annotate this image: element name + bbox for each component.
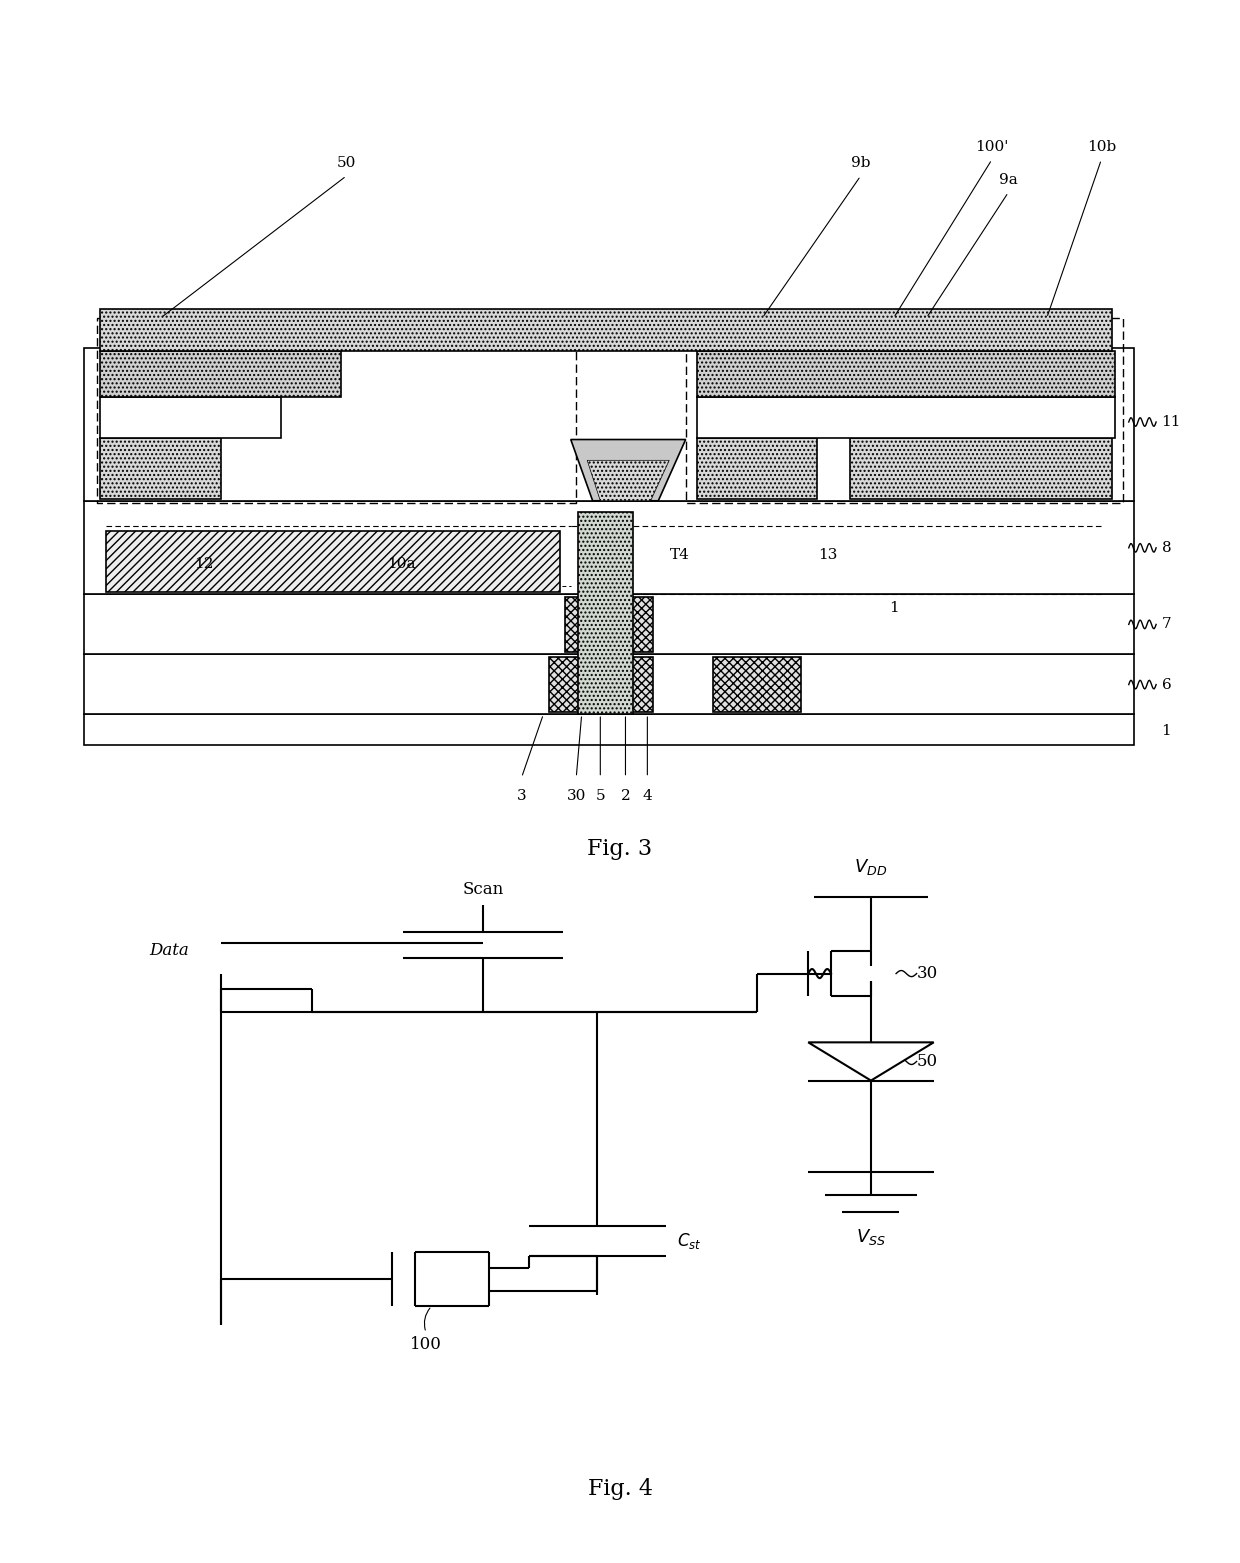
Bar [100, 397, 280, 438]
Text: 100': 100' [976, 141, 1008, 155]
Text: Fig. 3: Fig. 3 [588, 838, 652, 860]
Bar [100, 352, 341, 397]
Bar [697, 352, 1115, 397]
Text: Scan: Scan [463, 882, 503, 899]
Text: 50: 50 [337, 156, 356, 170]
Text: 5: 5 [595, 788, 605, 802]
Text: 100: 100 [410, 1336, 441, 1352]
Text: 7: 7 [1162, 617, 1172, 631]
Bar [697, 397, 1115, 438]
Bar [105, 531, 559, 592]
Bar [84, 653, 1135, 714]
Text: $V_{DD}$: $V_{DD}$ [854, 857, 888, 877]
Text: 6: 6 [1162, 678, 1172, 691]
Text: 8: 8 [1162, 541, 1172, 555]
Text: 1: 1 [1162, 724, 1172, 738]
Bar [100, 309, 1112, 352]
Text: 9a: 9a [999, 173, 1018, 186]
Text: 30: 30 [567, 788, 587, 802]
Text: T4: T4 [671, 549, 691, 563]
Bar [713, 656, 801, 713]
Text: 11: 11 [1162, 416, 1180, 428]
Polygon shape [570, 439, 686, 500]
Text: 10a: 10a [387, 558, 415, 570]
Bar [100, 438, 221, 499]
Text: 30: 30 [916, 964, 937, 982]
Text: 3: 3 [517, 788, 526, 802]
Text: 12: 12 [195, 558, 215, 570]
Text: Data: Data [150, 942, 190, 960]
Bar [697, 438, 817, 499]
Text: 10b: 10b [1086, 141, 1116, 155]
Bar [84, 714, 1135, 746]
Bar [84, 594, 1135, 653]
Bar [849, 438, 1112, 499]
Text: $C_{st}$: $C_{st}$ [677, 1232, 702, 1250]
Text: $V_{SS}$: $V_{SS}$ [856, 1227, 885, 1247]
Polygon shape [588, 460, 670, 500]
Text: 9b: 9b [851, 156, 870, 170]
Text: 50: 50 [916, 1053, 937, 1071]
Text: Fig. 4: Fig. 4 [588, 1479, 652, 1500]
Bar [84, 347, 1135, 500]
Text: 13: 13 [818, 549, 837, 563]
Bar [565, 597, 652, 652]
Polygon shape [808, 1043, 934, 1080]
Text: 2: 2 [620, 788, 630, 802]
Bar [578, 511, 634, 714]
Bar [84, 500, 1135, 594]
Text: 4: 4 [642, 788, 652, 802]
Text: 1: 1 [889, 602, 899, 614]
Bar [549, 656, 652, 713]
